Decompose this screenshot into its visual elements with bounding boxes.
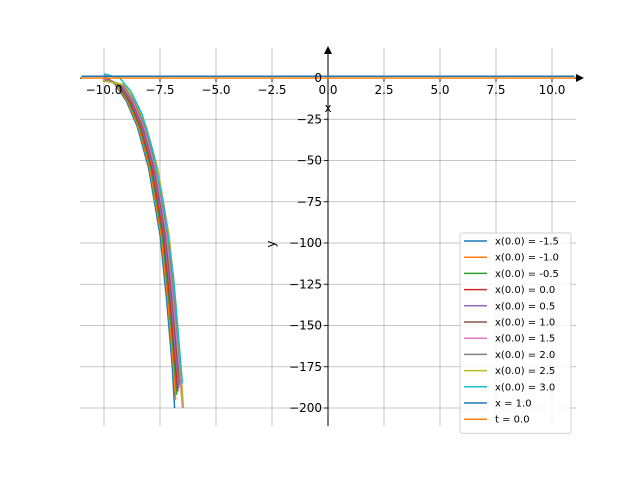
x-tick-label: −10.0 (86, 83, 123, 97)
x-tick-label: −7.5 (145, 83, 174, 97)
legend-label: x(0.0) = 0.5 (495, 301, 555, 312)
legend-label: x(0.0) = 1.0 (495, 318, 555, 329)
series-line-6 (103, 78, 184, 409)
x-tick-label: 5.0 (430, 83, 449, 97)
x-tick-label: −2.5 (257, 83, 286, 97)
legend: x(0.0) = -1.5 x(0.0) = -1.0 x(0.0) = -0.5 x… (459, 232, 572, 434)
legend-label: x(0.0) = 3.0 (495, 382, 555, 393)
legend-label: x(0.0) = -1.5 (495, 237, 559, 248)
series-line-9 (103, 73, 184, 384)
series-line-4 (103, 77, 180, 389)
y-tick-label: −25 (297, 112, 322, 126)
series-line-1 (103, 75, 177, 400)
legend-label: x(0.0) = -0.5 (495, 269, 559, 280)
x-tick-label: 0.0 (318, 83, 337, 97)
legend-label: x(0.0) = 2.5 (495, 366, 555, 377)
y-tick-label: −125 (289, 277, 322, 291)
y-axis-label: y (264, 240, 278, 247)
legend-label: x(0.0) = 2.0 (495, 350, 555, 361)
x-tick-label: −5.0 (201, 83, 230, 97)
legend-label: x(0.0) = -1.0 (495, 253, 559, 264)
y-tick-label: −150 (289, 319, 322, 333)
y-axis-arrow (324, 46, 332, 54)
series-group (81, 73, 575, 409)
x-tick-label: 2.5 (374, 83, 393, 97)
y-tick-label: 0 (314, 71, 322, 85)
series-line-2 (103, 75, 178, 395)
series-line-0 (103, 74, 176, 409)
tick-labels: −10.0 −7.5 −5.0 −2.5 0.0 2.5 5.0 7.5 10.0 0 −25 −50… (86, 71, 566, 415)
x-axis-label: x (324, 101, 331, 115)
y-tick-label: −175 (289, 360, 322, 374)
x-tick-label: 7.5 (486, 83, 505, 97)
y-tick-label: −75 (297, 195, 322, 209)
x-tick-label: 10.0 (539, 83, 566, 97)
legend-label: t = 0.0 (495, 415, 530, 426)
series-line-5 (103, 77, 181, 385)
y-tick-label: −200 (289, 401, 322, 415)
y-tick-label: −100 (289, 236, 322, 250)
series-line-3 (103, 76, 179, 392)
legend-label: x(0.0) = 0.0 (495, 285, 555, 296)
x-axis-arrow (576, 74, 584, 82)
legend-label: x = 1.0 (495, 399, 532, 410)
y-tick-label: −50 (297, 154, 322, 168)
legend-box (459, 232, 572, 434)
legend-label: x(0.0) = 1.5 (495, 334, 555, 345)
